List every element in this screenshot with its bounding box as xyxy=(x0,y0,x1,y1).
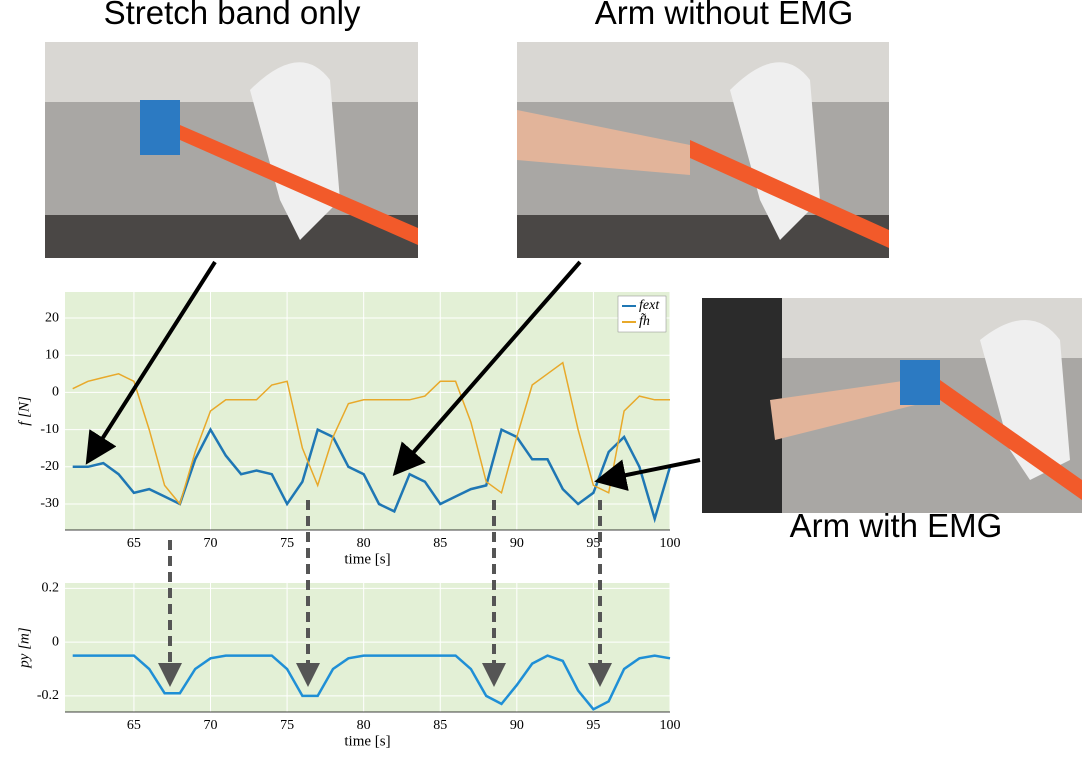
caption: Arm without EMG xyxy=(595,0,854,31)
y-tick-label: 0 xyxy=(52,385,59,400)
x-tick-label: 65 xyxy=(127,718,141,733)
x-tick-label: 80 xyxy=(357,718,371,733)
photo-stretch-band xyxy=(45,42,418,258)
x-tick-label: 100 xyxy=(660,536,681,551)
legend-label: f̃h xyxy=(639,312,650,329)
x-axis-label: time [s] xyxy=(344,733,390,749)
x-tick-label: 85 xyxy=(433,718,447,733)
x-tick-label: 90 xyxy=(510,536,524,551)
y-axis-label: f [N] xyxy=(16,396,32,426)
x-tick-label: 70 xyxy=(204,718,218,733)
x-tick-label: 90 xyxy=(510,718,524,733)
series-line xyxy=(72,427,672,524)
dashed-arrows xyxy=(158,500,612,687)
x-tick-label: 70 xyxy=(204,536,218,551)
x-tick-label: 85 xyxy=(433,536,447,551)
x-tick-label: 75 xyxy=(280,536,294,551)
x-tick-label: 65 xyxy=(127,536,141,551)
legend-label: fext xyxy=(639,298,660,313)
y-axis-label: py [m] xyxy=(16,627,32,669)
x-tick-label: 75 xyxy=(280,718,294,733)
x-tick-label: 95 xyxy=(586,718,600,733)
plot-area xyxy=(65,292,670,530)
x-axis-label: time [s] xyxy=(344,551,390,567)
series-line xyxy=(72,654,671,711)
y-tick-label: 10 xyxy=(45,347,59,362)
legend-box xyxy=(617,295,667,333)
photo-arm-with-emg xyxy=(702,298,1082,513)
arrows xyxy=(85,260,701,491)
photo-arm-without-emg xyxy=(517,42,889,258)
y-tick-label: -0.2 xyxy=(37,688,59,703)
x-tick-label: 100 xyxy=(660,718,681,733)
caption: Stretch band only xyxy=(104,0,361,31)
x-tick-label: 80 xyxy=(357,536,371,551)
y-tick-label: -30 xyxy=(40,496,59,511)
y-tick-label: 20 xyxy=(45,310,59,325)
y-tick-label: 0.2 xyxy=(42,581,60,596)
caption: Arm with EMG xyxy=(790,507,1003,544)
plots: 65 70 75 80 85 90 95 100 -30 -20 -10 0 10 20 time [s] f… xyxy=(16,292,681,749)
y-tick-label: 0 xyxy=(52,634,59,649)
x-tick-label: 95 xyxy=(586,536,600,551)
plot-area xyxy=(65,583,670,712)
y-tick-label: -20 xyxy=(40,459,59,474)
series-line xyxy=(72,361,670,506)
y-tick-label: -10 xyxy=(40,422,59,437)
